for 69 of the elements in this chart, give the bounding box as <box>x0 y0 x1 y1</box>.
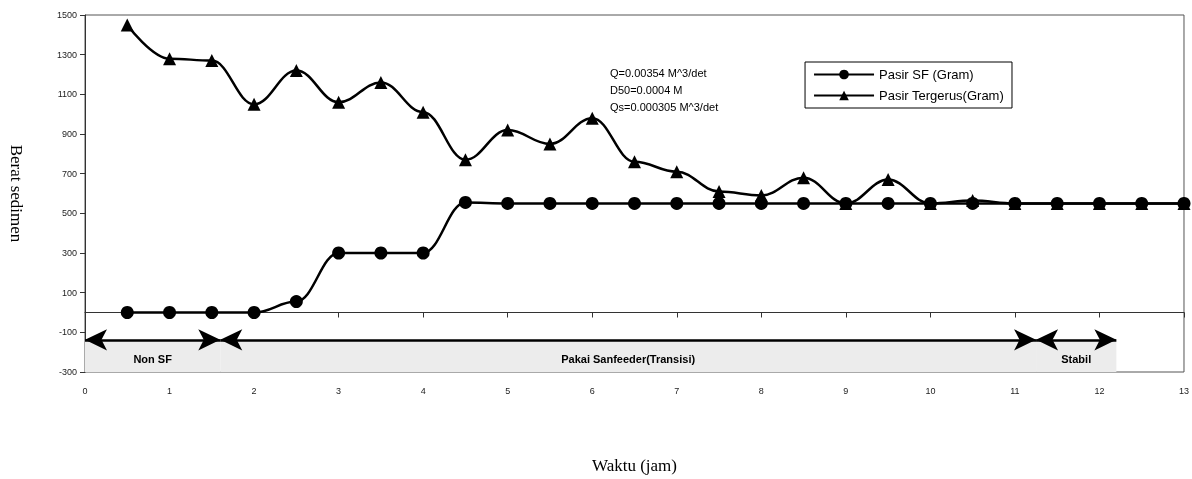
band-label: Pakai Sanfeeder(Transisi) <box>561 352 696 365</box>
point <box>501 123 515 137</box>
y-tick-label: 1100 <box>57 89 77 100</box>
y-tick-label: 300 <box>61 248 77 258</box>
x-tick-label: 12 <box>1094 385 1105 396</box>
point <box>247 97 261 111</box>
x-tick-label: 7 <box>674 385 680 396</box>
x-tick-label: 1 <box>167 385 173 396</box>
x-tick-label: 2 <box>251 385 257 396</box>
y-tick-label: -300 <box>58 367 77 377</box>
x-tick-label: 6 <box>589 385 595 396</box>
y-tick-label: 1500 <box>56 10 77 20</box>
point <box>543 137 557 151</box>
annotation: D50=0.0004 M <box>610 83 683 96</box>
point <box>374 246 388 260</box>
y-axis-title: Berat sedimen <box>7 144 26 243</box>
point <box>205 54 219 68</box>
point <box>458 153 472 167</box>
y-tick-label: 100 <box>61 287 77 298</box>
point <box>289 64 303 78</box>
legend-label: Pasir SF (Gram) <box>879 67 974 82</box>
point <box>120 18 134 32</box>
band-label: Non SF <box>133 352 173 365</box>
x-axis-title: Waktu (jam) <box>591 456 678 475</box>
x-tick-label: 10 <box>925 385 936 396</box>
y-tick-label: 900 <box>61 129 77 139</box>
point <box>332 95 346 109</box>
legend-label: Pasir Tergerus(Gram) <box>879 88 1004 103</box>
point <box>374 75 388 89</box>
x-tick-label: 3 <box>336 385 342 396</box>
point <box>797 171 811 185</box>
x-tick-label: 0 <box>82 385 88 396</box>
point <box>754 188 768 202</box>
point <box>670 196 684 210</box>
y-tick-label: -100 <box>58 327 77 338</box>
x-tick-label: 4 <box>420 385 426 396</box>
point <box>501 196 515 210</box>
point <box>670 165 684 179</box>
y-tick-label: 500 <box>61 208 77 219</box>
point <box>458 195 472 209</box>
annotation: Q=0.00354 M^3/det <box>610 66 707 79</box>
point <box>712 185 726 199</box>
band-label: Stabil <box>1061 352 1092 365</box>
point <box>247 306 261 319</box>
y-tick-label: 700 <box>61 168 77 179</box>
point <box>712 196 726 210</box>
point <box>120 306 134 319</box>
point <box>163 52 177 66</box>
point <box>585 196 599 210</box>
x-tick-label: 9 <box>843 385 849 396</box>
point <box>416 246 430 260</box>
point <box>881 196 895 210</box>
annotation: Qs=0.000305 M^3/det <box>610 100 719 113</box>
point <box>163 306 177 319</box>
point <box>416 105 430 119</box>
point <box>797 196 811 210</box>
point <box>881 173 895 187</box>
point <box>628 196 641 210</box>
point <box>585 111 599 125</box>
y-tick-label: 1300 <box>56 49 77 60</box>
point <box>543 196 557 210</box>
point <box>205 306 219 319</box>
point <box>628 155 641 169</box>
x-tick-label: 5 <box>505 385 511 396</box>
point <box>332 246 346 260</box>
x-tick-label: 8 <box>758 385 764 396</box>
x-tick-label: 13 <box>1178 385 1189 396</box>
x-tick-label: 11 <box>1010 385 1020 396</box>
point <box>289 295 303 309</box>
